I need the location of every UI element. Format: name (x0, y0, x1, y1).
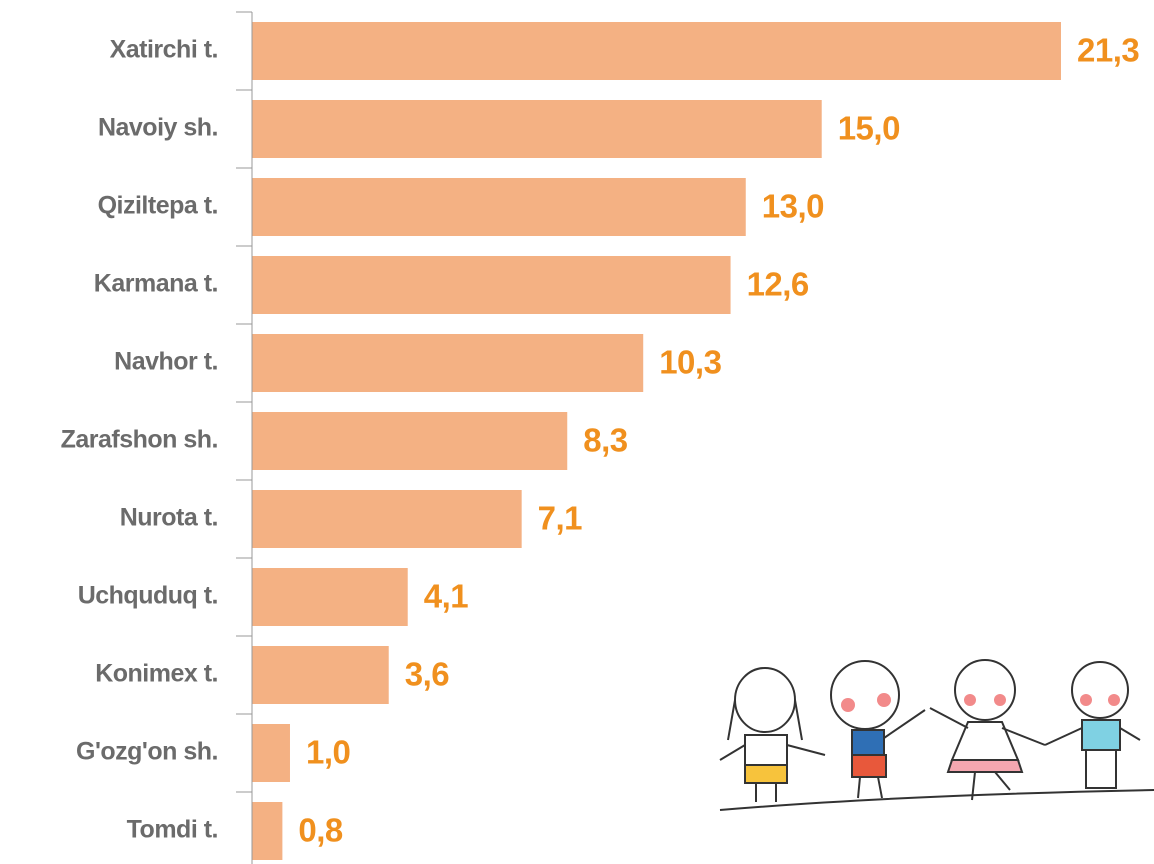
value-label: 10,3 (659, 344, 721, 381)
illustration (720, 660, 1154, 810)
category-label: G'ozg'on sh. (76, 738, 218, 766)
value-label: 21,3 (1077, 32, 1139, 69)
bar (252, 412, 567, 470)
bar (252, 256, 731, 314)
bar (252, 178, 746, 236)
value-label: 1,0 (306, 734, 350, 771)
category-label: Xatirchi t. (110, 36, 218, 64)
value-label: 13,0 (762, 188, 824, 225)
category-label: Tomdi t. (127, 816, 218, 844)
category-label: Uchquduq t. (78, 582, 218, 610)
category-label: Zarafshon sh. (61, 426, 218, 454)
category-label: Konimex t. (95, 660, 218, 688)
value-label: 7,1 (538, 500, 583, 537)
category-label: Navhor t. (114, 348, 218, 376)
value-label: 8,3 (583, 422, 628, 459)
category-label: Qiziltepa t. (98, 192, 218, 220)
bar (252, 334, 643, 392)
value-label: 0,8 (298, 812, 343, 849)
bar (252, 100, 822, 158)
value-label: 15,0 (838, 110, 900, 147)
bar (252, 490, 522, 548)
bar (252, 646, 389, 704)
value-label: 12,6 (747, 266, 809, 303)
bar (252, 802, 282, 860)
bar (252, 568, 408, 626)
bar (252, 724, 290, 782)
category-label: Nurota t. (120, 504, 218, 532)
category-label: Navoiy sh. (98, 114, 218, 142)
value-label: 4,1 (424, 578, 469, 615)
bar (252, 22, 1061, 80)
category-label: Karmana t. (94, 270, 218, 298)
chart: 0,8 Tomdi t. 1,0 G'ozg'on sh. 3,6 Konimex t. 4… (0, 0, 1154, 864)
value-label: 3,6 (405, 656, 450, 693)
